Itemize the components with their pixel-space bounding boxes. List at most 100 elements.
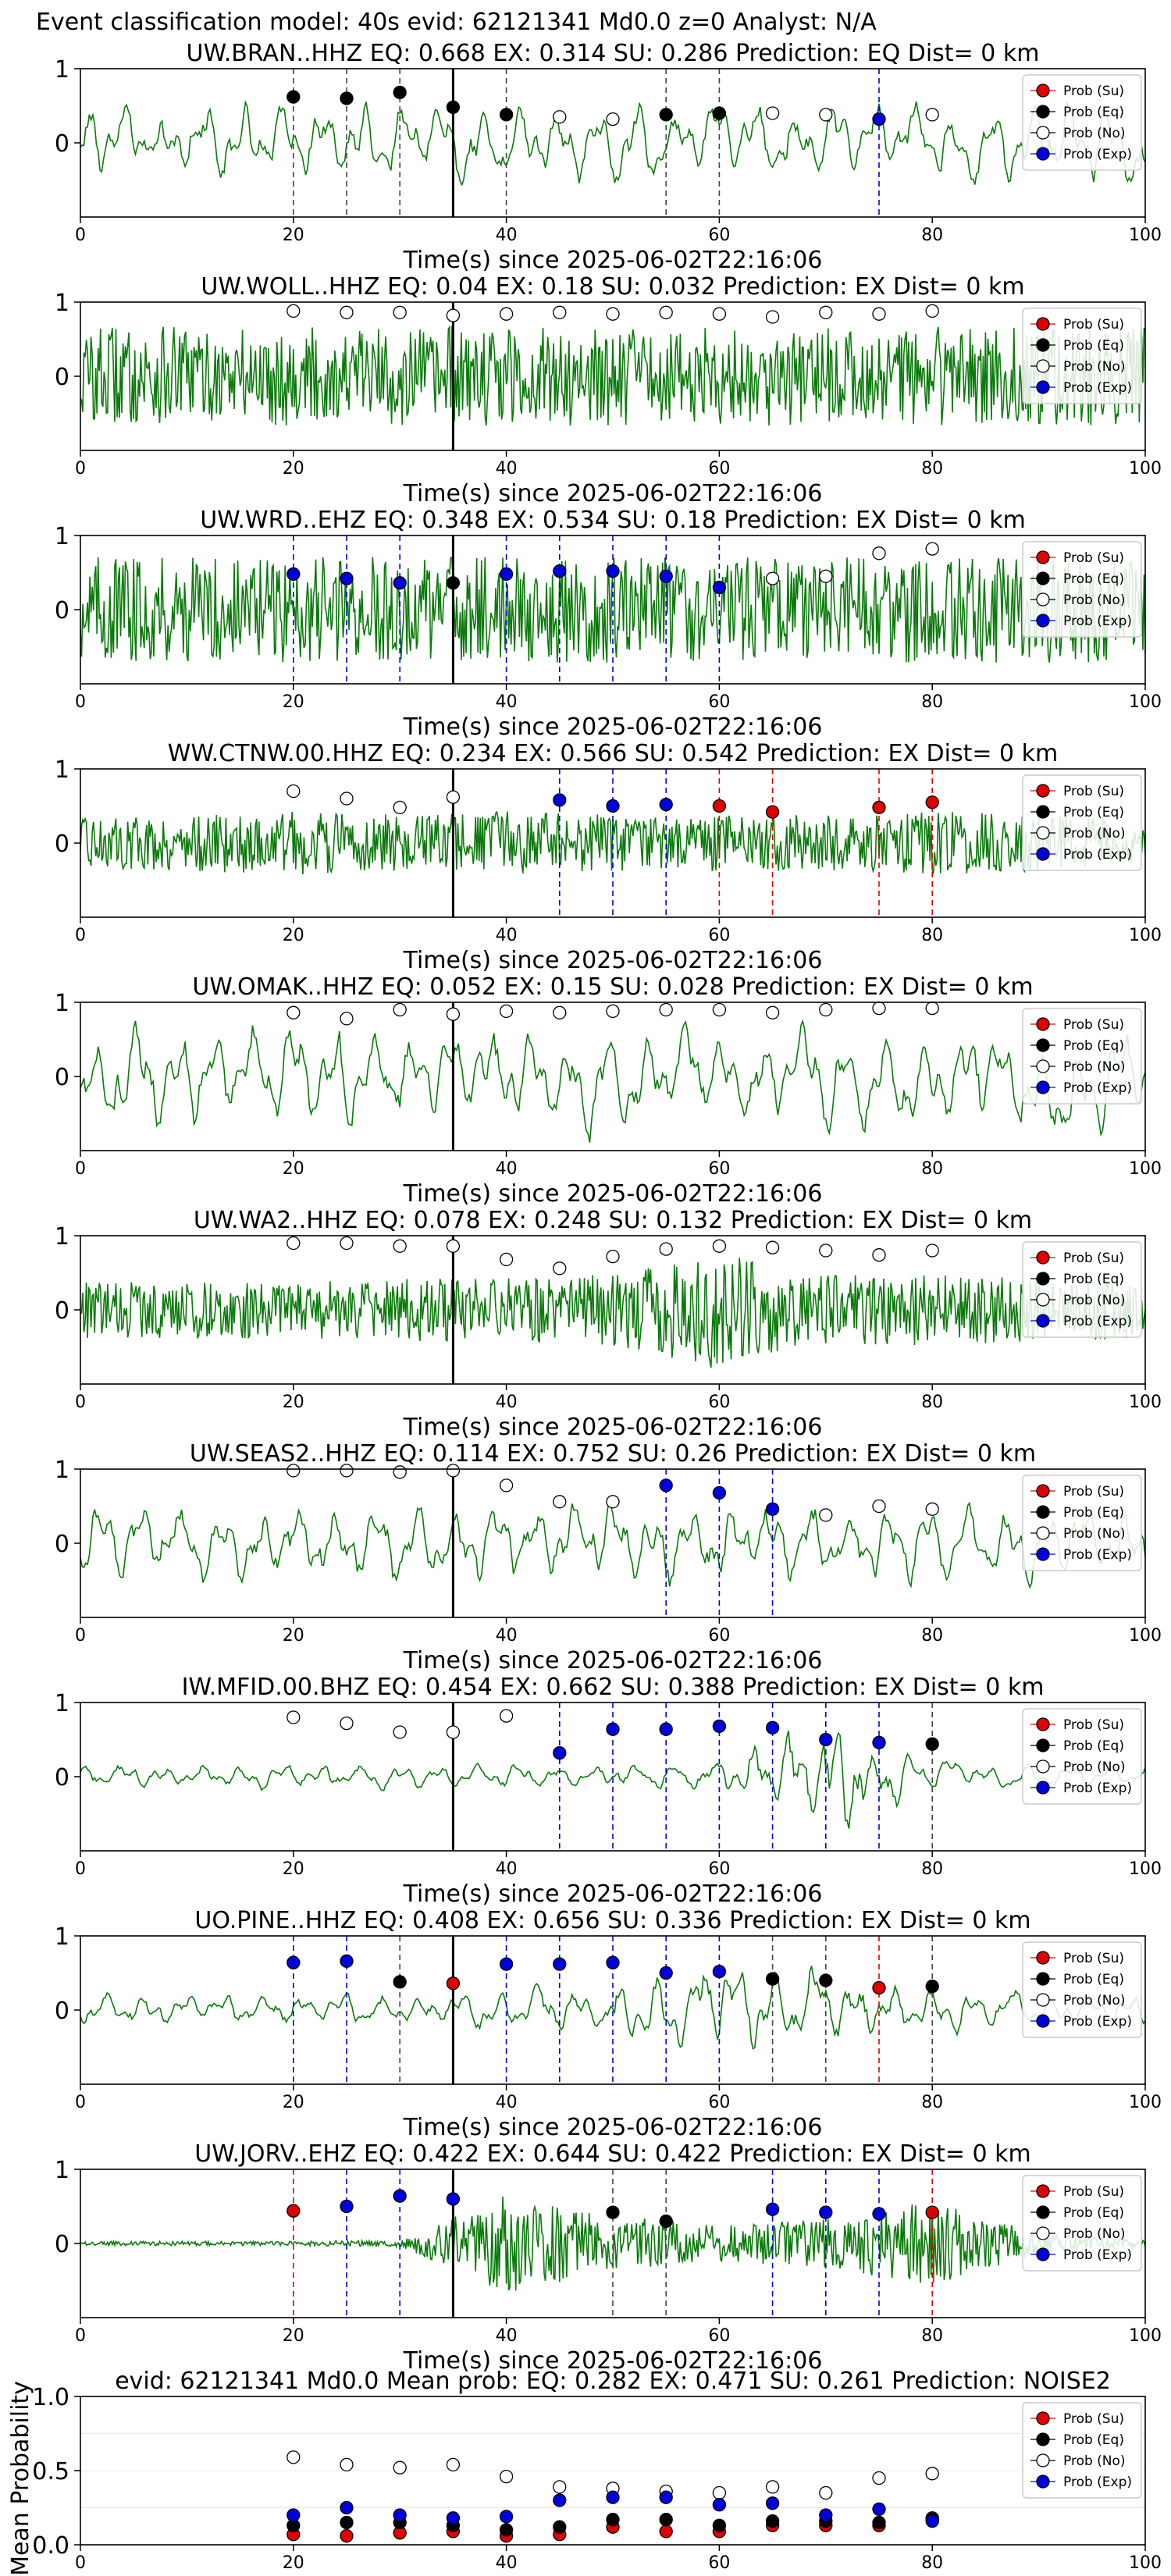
waveform-trace: [80, 1731, 1146, 1829]
prob-marker-eq: [659, 108, 673, 122]
mean-prob-marker-exp: [925, 2514, 939, 2528]
y-tick-label: 1: [55, 1690, 69, 1717]
prob-marker-no: [925, 1244, 939, 1258]
prob-marker-no: [819, 569, 833, 583]
x-tick-label: 40: [496, 926, 518, 945]
prob-marker-no: [340, 1464, 354, 1478]
legend-label-no: Prob (No): [1063, 1993, 1126, 2008]
x-tick-label: 60: [708, 226, 730, 245]
x-tick-label: 80: [921, 2553, 943, 2573]
x-tick-label: 100: [1129, 1626, 1162, 1646]
x-tick-label: 100: [1129, 692, 1162, 712]
prob-marker-no: [872, 546, 886, 560]
legend-frame: [1022, 1941, 1142, 2038]
legend-marker-eq: [1036, 1738, 1050, 1752]
prob-marker-exp: [499, 567, 514, 582]
prob-marker-exp: [765, 1502, 780, 1516]
x-tick-label: 0: [75, 1859, 86, 1879]
prob-marker-exp: [712, 1485, 727, 1500]
prob-marker-exp: [765, 2202, 780, 2216]
x-tick-label: 80: [921, 226, 943, 245]
x-tick-label: 20: [283, 692, 304, 712]
y-tick-label: 1: [55, 990, 69, 1017]
legend-label-su: Prob (Su): [1063, 1717, 1124, 1733]
mean-prob-marker-exp: [872, 2502, 886, 2517]
mean-prob-marker-exp: [287, 2508, 301, 2522]
panel-title: UO.PINE..HHZ EQ: 0.408 EX: 0.656 SU: 0.3…: [194, 1907, 1030, 1934]
y-tick-label: 0: [55, 364, 69, 391]
y-tick-label: 0.0: [32, 2532, 69, 2560]
station-panel-2: UW.WOLL..HHZ EQ: 0.04 EX: 0.18 SU: 0.032…: [55, 273, 1162, 507]
legend-marker-exp: [1036, 1547, 1050, 1561]
prob-marker-exp: [287, 1955, 301, 1969]
mean-prob-marker-no: [446, 2457, 461, 2472]
x-tick-label: 0: [75, 1393, 86, 1412]
prob-marker-exp: [765, 1720, 780, 1735]
mean-prob-marker-no: [765, 2480, 780, 2494]
prob-marker-no: [872, 1001, 886, 1016]
legend-label-eq: Prob (Eq): [1063, 571, 1124, 587]
x-tick-label: 100: [1129, 459, 1162, 479]
legend: Prob (Su) Prob (Eq) Prob (No) Prob (Exp): [1022, 541, 1142, 638]
waveform-trace: [80, 1019, 1146, 1143]
prob-marker-no: [765, 571, 780, 585]
x-tick-label: 20: [283, 459, 304, 479]
legend-marker-eq: [1036, 105, 1050, 119]
mean-prob-marker-exp: [606, 2490, 620, 2504]
x-tick-label: 20: [283, 1393, 304, 1412]
legend-marker-eq: [1036, 1272, 1050, 1286]
y-tick-label: 0: [55, 1064, 69, 1091]
legend-marker-no: [1036, 592, 1050, 607]
mean-prob-marker-exp: [393, 2508, 407, 2522]
mean-prob-marker-exp: [499, 2510, 514, 2524]
prob-marker-no: [446, 1007, 461, 1021]
legend-label-eq: Prob (Eq): [1063, 805, 1124, 820]
prob-marker-exp: [659, 797, 673, 812]
prob-marker-exp: [340, 1954, 354, 1968]
prob-marker-no: [659, 1242, 673, 1256]
prob-marker-no: [446, 1725, 461, 1739]
x-tick-label: 0: [75, 926, 86, 945]
y-tick-label: 0: [55, 831, 69, 858]
prob-marker-su: [925, 795, 939, 809]
legend-label-no: Prob (No): [1063, 2453, 1126, 2469]
legend-label-no: Prob (No): [1063, 826, 1126, 841]
legend-frame: [1022, 2175, 1142, 2272]
prob-marker-exp: [553, 1957, 567, 1971]
legend-marker-su: [1036, 1717, 1050, 1731]
legend-label-exp: Prob (Exp): [1063, 2014, 1132, 2030]
legend-frame: [1022, 1708, 1142, 1805]
prob-marker-eq: [765, 1972, 780, 1986]
mean-prob-marker-su: [659, 2524, 673, 2539]
x-tick-label: 60: [708, 1859, 730, 1879]
y-tick-label: 0: [55, 1531, 69, 1558]
legend-label-no: Prob (No): [1063, 126, 1126, 141]
prob-marker-no: [712, 1239, 727, 1253]
panel-title: IW.MFID.00.BHZ EQ: 0.454 EX: 0.662 SU: 0…: [182, 1674, 1045, 1701]
prob-marker-no: [393, 1239, 407, 1253]
legend-marker-exp: [1036, 1314, 1050, 1328]
x-axis-label: Time(s) since 2025-06-02T22:16:06: [403, 247, 823, 274]
prob-marker-no: [446, 790, 461, 804]
y-tick-label: 0: [55, 130, 69, 158]
prob-marker-exp: [712, 1719, 727, 1734]
prob-marker-no: [499, 1252, 514, 1267]
prob-marker-eq: [287, 90, 301, 104]
legend-label-exp: Prob (Exp): [1063, 847, 1132, 863]
legend-marker-eq: [1036, 338, 1050, 352]
prob-marker-no: [287, 784, 301, 799]
x-tick-label: 20: [283, 1159, 304, 1179]
mean-prob-marker-exp: [765, 2496, 780, 2510]
x-tick-label: 80: [921, 1626, 943, 1646]
prob-marker-no: [925, 108, 939, 122]
prob-marker-exp: [872, 112, 886, 126]
mean-prob-marker-no: [553, 2480, 567, 2494]
y-tick-label: 0.5: [32, 2458, 69, 2485]
prob-marker-exp: [819, 1732, 833, 1747]
y-tick-label: 1: [55, 290, 69, 317]
x-axis-label: Time(s) since 2025-06-02T22:16:06: [403, 480, 823, 507]
legend-label-exp: Prob (Exp): [1063, 1080, 1132, 1096]
x-tick-label: 60: [708, 1626, 730, 1646]
legend-label-su: Prob (Su): [1063, 317, 1124, 333]
prob-marker-su: [712, 799, 727, 813]
